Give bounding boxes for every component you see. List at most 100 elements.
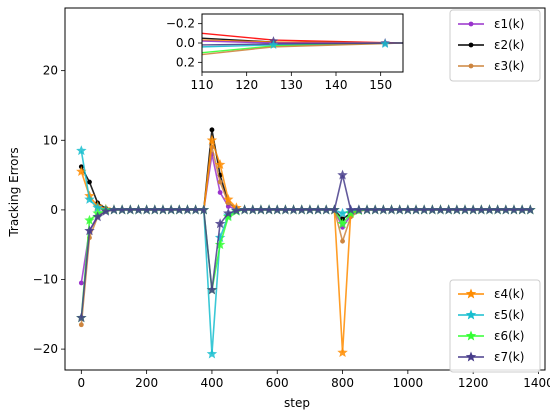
series-star-marker (451, 204, 463, 215)
series-star-marker (467, 204, 479, 215)
series-star-marker (214, 232, 226, 243)
y-tick-label: 10 (43, 133, 58, 147)
series-star-marker (116, 204, 128, 215)
series-star-marker (304, 204, 316, 215)
series-star-marker (378, 204, 389, 215)
legend-entry: ε7(k) (458, 350, 524, 364)
series-star-marker (386, 204, 397, 215)
series-star-marker (353, 204, 365, 215)
series-star-marker (459, 204, 471, 215)
series-star-marker (223, 211, 234, 222)
series-star-marker (206, 134, 218, 145)
series-star-marker (76, 145, 87, 156)
legend-star-marker (465, 330, 477, 341)
series-star-marker (337, 347, 348, 358)
series-star-marker (320, 204, 332, 215)
x-tick-label: 600 (266, 376, 289, 390)
inset-x-tick-label: 120 (235, 78, 258, 92)
series-star-marker (149, 204, 161, 215)
series-dot-marker (217, 179, 223, 185)
series-star-marker (174, 204, 185, 215)
series-star-marker (92, 211, 103, 222)
x-tick-label: 1200 (458, 376, 489, 390)
series-star-marker (214, 218, 226, 229)
series-star-marker (133, 204, 144, 215)
series-star-marker (345, 207, 356, 218)
series-star-marker (198, 204, 210, 215)
series-star-marker (345, 204, 356, 215)
series-star-marker (214, 239, 226, 250)
legend-label: ε7(k) (494, 350, 524, 364)
series-star-marker (84, 214, 95, 225)
series-star-marker (272, 204, 283, 215)
legend-star-marker (465, 351, 477, 362)
series-star-marker (100, 205, 112, 216)
inset-frame (201, 13, 404, 73)
legend-box (449, 9, 541, 82)
series-star-marker (492, 204, 503, 215)
legend-bottom: ε4(k) ε5(k) ε6(k) ε7(k) (449, 279, 541, 373)
series-dot-marker (225, 204, 231, 209)
series-star-marker (329, 204, 340, 215)
x-tick-label: 800 (331, 376, 354, 390)
legend-label: ε3(k) (494, 59, 524, 73)
plot-frame (64, 7, 546, 371)
series-star-marker (223, 193, 234, 204)
series-star-marker (476, 204, 487, 215)
y-tick-label: 20 (43, 64, 58, 78)
legend-top: ε1(k) ε2(k) ε3(k) (449, 9, 541, 82)
series-star-marker (141, 204, 152, 215)
y-axis-label: Tracking Errors (7, 147, 21, 237)
series-star-marker (157, 204, 169, 215)
legend-star-marker (465, 309, 477, 320)
series-star-marker (516, 204, 528, 215)
series-star-marker (92, 202, 103, 213)
series-star-marker (288, 204, 299, 215)
series-star-marker (263, 204, 275, 215)
series-star-marker (84, 193, 95, 204)
x-tick-label: 200 (135, 376, 158, 390)
series-dot-marker (78, 280, 84, 286)
series-star-marker (394, 204, 405, 215)
inset-x-tick-label: 130 (280, 78, 303, 92)
inset-plot-area: 110 120 130 140 150 −0.2 0.0 0.2 (166, 13, 404, 92)
series-star-marker (214, 159, 226, 170)
legend-entry: ε6(k) (458, 329, 524, 343)
series-star-marker (369, 204, 381, 215)
inset-star-marker (380, 38, 390, 49)
y-tick-label: −10 (33, 273, 58, 287)
series-star-marker (402, 204, 414, 215)
legend-entry: ε1(k) (458, 17, 524, 31)
legend-label: ε5(k) (494, 308, 524, 322)
x-tick-label: 1000 (393, 376, 424, 390)
series-star-marker (435, 204, 446, 215)
series-star-marker (206, 284, 218, 295)
series-star-marker (76, 166, 87, 177)
series-star-marker (508, 204, 520, 215)
x-tick-label: 0 (78, 376, 86, 390)
series-star-marker (484, 204, 495, 215)
series-dot-marker (87, 179, 92, 185)
series-star-marker (500, 204, 512, 215)
series-dot-marker (209, 127, 215, 133)
legend-star-marker (465, 288, 477, 299)
inset-x-tick-label: 140 (325, 78, 348, 92)
series-star-marker (125, 204, 136, 215)
series-star-marker (108, 204, 120, 215)
series-star-marker (239, 204, 250, 215)
legend-dot-marker (468, 21, 474, 27)
inset-y-tick-label: 0.0 (176, 36, 195, 50)
legend-label: ε6(k) (494, 329, 524, 343)
legend-entry: ε5(k) (458, 308, 524, 322)
legend-dot-marker (468, 63, 474, 69)
series-star-marker (247, 204, 258, 215)
legend-label: ε2(k) (494, 38, 524, 52)
series-star-marker (525, 204, 536, 215)
series-star-marker (280, 204, 291, 215)
legend-dot-marker (468, 42, 474, 48)
series-star-marker (84, 225, 95, 236)
legend-label: ε4(k) (494, 287, 524, 301)
legend-entry: ε3(k) (458, 59, 524, 73)
x-tick-label: 1400 (523, 376, 550, 390)
